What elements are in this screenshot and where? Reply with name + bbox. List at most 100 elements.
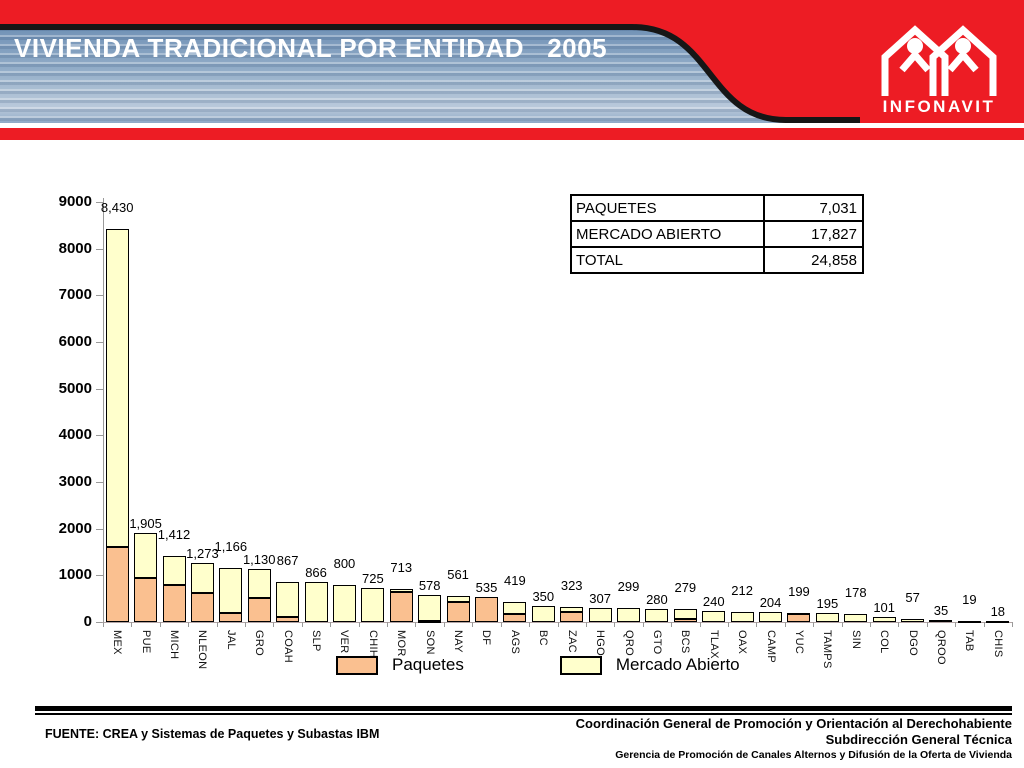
bar-segment-mercado-abierto <box>134 533 158 578</box>
x-axis-category-label: GRO <box>253 630 266 656</box>
y-axis-line <box>103 198 104 622</box>
bar-segment-paquetes <box>787 614 811 622</box>
y-axis-label: 0 <box>83 613 92 630</box>
y-axis-label: 8000 <box>58 239 92 257</box>
x-axis-category-label: AGS <box>508 630 521 655</box>
bar-value-label: 713 <box>390 559 413 575</box>
x-axis-tick <box>614 622 616 627</box>
bar-segment-mercado-abierto <box>418 595 442 621</box>
x-axis-tick <box>301 622 303 627</box>
x-axis-category-label: COAH <box>281 630 294 663</box>
x-axis-tick <box>841 622 843 627</box>
bar-segment-mercado-abierto <box>872 617 896 622</box>
x-axis-tick <box>784 622 786 627</box>
bar-value-label: 299 <box>617 579 640 595</box>
x-axis-tick <box>330 622 332 627</box>
y-axis-label: 1000 <box>58 566 92 584</box>
bar-value-label: 1,412 <box>157 527 191 543</box>
bar-segment-paquetes <box>560 612 584 622</box>
bar-value-label: 279 <box>674 579 697 595</box>
bar-segment-paquetes <box>503 614 527 622</box>
infonavit-logo: INFONAVIT <box>870 10 1008 116</box>
bar-segment-mercado-abierto <box>219 567 243 613</box>
bar-segment-mercado-abierto <box>304 581 328 622</box>
legend-label: Paquetes <box>392 655 464 674</box>
x-axis-category-label: MICH <box>168 630 181 660</box>
y-axis-tick <box>96 575 103 577</box>
x-axis-tick <box>557 622 559 627</box>
footer-divider <box>35 706 1012 715</box>
bar-segment-mercado-abierto <box>730 612 754 622</box>
header-curve <box>0 22 860 123</box>
bar-segment-mercado-abierto <box>645 608 669 622</box>
bar-value-label: 8,430 <box>100 199 134 215</box>
y-axis-tick <box>96 482 103 483</box>
x-axis-category-label: BC <box>537 630 550 646</box>
footer-credits: Coordinación General de Promoción y Orie… <box>576 716 1012 762</box>
x-axis-tick <box>472 622 474 627</box>
y-axis-tick <box>96 435 103 437</box>
bar-value-label: 867 <box>276 552 299 568</box>
x-axis-category-label: MEX <box>111 630 124 655</box>
bar-segment-mercado-abierto <box>759 612 783 622</box>
chart-legend: Paquetes Mercado Abierto <box>336 655 740 675</box>
bar-value-label: 19 <box>962 592 977 608</box>
bar-segment-mercado-abierto <box>190 562 214 594</box>
x-axis-tick <box>727 622 729 627</box>
y-axis-tick <box>96 295 103 297</box>
bar-value-label: 323 <box>560 577 583 593</box>
x-axis-tick <box>415 622 417 627</box>
x-axis-category-label: YUC <box>792 630 805 655</box>
bar-segment-paquetes <box>389 591 413 622</box>
bar-segment-mercado-abierto <box>361 588 385 622</box>
bar-value-label: 561 <box>447 566 469 582</box>
bar-segment-mercado-abierto <box>901 619 925 622</box>
x-axis-tick <box>273 622 275 627</box>
y-axis-label: 6000 <box>58 333 92 350</box>
table-row: PAQUETES 7,031 <box>570 194 864 222</box>
bar-value-label: 35 <box>933 603 949 619</box>
bar-segment-paquetes <box>247 597 271 622</box>
summary-table: PAQUETES 7,031 MERCADO ABIERTO 17,827 TO… <box>570 194 864 274</box>
x-axis-tick <box>245 622 247 627</box>
bar-segment-mercado-abierto <box>787 612 811 615</box>
bar-value-label: 101 <box>873 600 896 616</box>
header-red-stripe <box>0 128 1024 140</box>
bar-value-label: 535 <box>475 580 498 596</box>
legend-swatch-mercado-abierto <box>559 655 602 675</box>
x-axis-category-label: NLEON <box>196 630 209 670</box>
bar-segment-mercado-abierto <box>531 605 555 622</box>
x-axis-tick <box>869 622 871 627</box>
bar-segment-paquetes <box>162 584 186 622</box>
header-banner: VIVIENDA TRADICIONAL POR ENTIDAD 2005 IN… <box>0 0 1024 123</box>
x-axis-tick <box>898 622 900 627</box>
x-axis-category-label: COL <box>878 630 891 654</box>
bar-value-label: 57 <box>905 590 920 606</box>
bar-segment-mercado-abierto <box>957 621 981 624</box>
x-axis-tick <box>529 622 531 627</box>
summary-row-value: 7,031 <box>763 194 864 222</box>
bar-segment-mercado-abierto <box>673 608 697 620</box>
bar-segment-mercado-abierto <box>588 607 612 622</box>
bar-segment-paquetes <box>190 593 214 622</box>
y-axis-tick <box>96 388 103 390</box>
x-axis-tick <box>500 622 502 627</box>
x-axis-tick <box>955 622 957 627</box>
summary-row-value: 17,827 <box>763 220 864 248</box>
x-axis-category-label: BCS <box>679 630 692 654</box>
bar-value-label: 1,166 <box>214 538 248 554</box>
legend-label: Mercado Abierto <box>615 655 740 674</box>
y-axis-label: 5000 <box>58 379 92 397</box>
x-axis-category-label: DF <box>480 630 493 646</box>
bar-chart: 0 1000 2000 3000 4000 5000 6000 7000 8000 9000 8,4… <box>0 160 1024 705</box>
bar-segment-mercado-abierto <box>162 556 186 585</box>
x-axis-tick <box>983 622 985 627</box>
x-axis-tick <box>671 622 673 627</box>
bar-value-label: 18 <box>990 604 1006 620</box>
bar-value-label: 1,273 <box>186 545 219 561</box>
footer-source: FUENTE: CREA y Sistemas de Paquetes y Su… <box>45 727 380 741</box>
bar-segment-mercado-abierto <box>986 621 1010 624</box>
bar-segment-paquetes <box>418 620 442 623</box>
bar-segment-paquetes <box>446 602 470 622</box>
bar-segment-mercado-abierto <box>702 610 726 622</box>
